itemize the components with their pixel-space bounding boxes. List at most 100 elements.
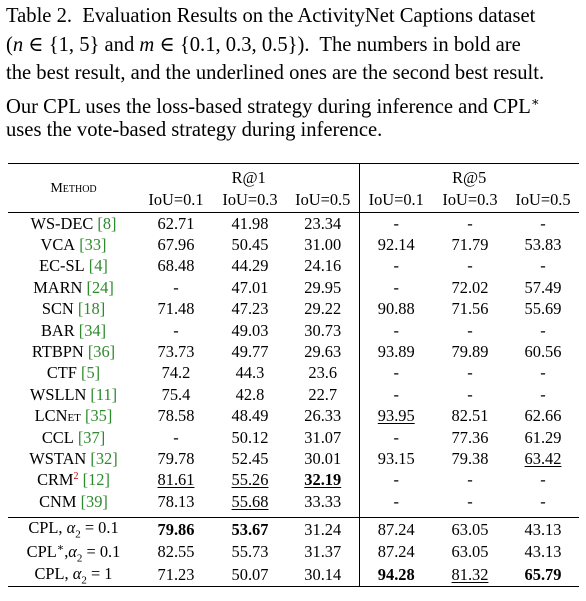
- value-cell: 29.63: [287, 341, 359, 362]
- value-text: 30.73: [304, 320, 342, 340]
- citation-link[interactable]: [39]: [80, 491, 108, 511]
- value-text: 93.95: [377, 406, 415, 426]
- value-cell: 49.77: [213, 341, 287, 362]
- value-text: 31.00: [304, 235, 342, 255]
- value-cell: 87.24: [358, 517, 433, 541]
- value-text: -: [540, 384, 546, 404]
- value-text: 50.12: [231, 427, 269, 447]
- value-cell: 82.55: [139, 541, 213, 564]
- table-row: VCA [33] 67.96 50.45 31.00 92.14 71.79 53.83: [8, 234, 579, 256]
- value-cell: -: [433, 470, 507, 491]
- value-cell: 49.03: [213, 320, 287, 341]
- group-header-r1: R@1: [139, 163, 359, 188]
- value-cell: 87.24: [358, 540, 433, 565]
- citation-link[interactable]: [35]: [85, 406, 113, 426]
- value-text: 49.77: [231, 342, 269, 362]
- citation-link[interactable]: [8]: [97, 213, 117, 233]
- caption-line-1: Table 2. Evaluation Results on the Activ…: [6, 5, 536, 27]
- value-cell: 55.69: [507, 299, 579, 320]
- value-text: 31.37: [304, 542, 342, 562]
- our-method-label: CPL, α2 = 0.1: [28, 518, 119, 541]
- value-cell: 90.88: [358, 298, 433, 320]
- method-name: RTBPN: [31, 342, 84, 362]
- value-text: -: [393, 470, 399, 490]
- value-text: -: [393, 491, 399, 511]
- value-text: 24.16: [304, 256, 342, 276]
- value-text: 93.15: [377, 448, 415, 468]
- method-name: EC-SL: [39, 256, 85, 276]
- value-cell: 71.56: [433, 299, 507, 320]
- value-cell: -: [507, 212, 579, 235]
- value-text: 32.19: [304, 470, 342, 490]
- value-cell: 31.37: [287, 541, 359, 564]
- value-cell: 47.01: [213, 277, 287, 298]
- value-cell: 81.61: [139, 470, 213, 491]
- caption-line-3: the best result, and the underlined ones…: [6, 62, 545, 85]
- table-row: CRM2 [12] 81.61 55.26 32.19 - - -: [8, 469, 579, 492]
- value-text: 43.13: [524, 519, 562, 539]
- table-row: WSTAN [32] 79.78 52.45 30.01 93.15 79.38 63.42: [8, 448, 579, 470]
- value-cell: -: [139, 427, 213, 448]
- method-name-cell: BAR [34]: [8, 320, 139, 341]
- value-cell: 65.79: [507, 564, 579, 588]
- method-name: MARN: [33, 277, 83, 297]
- value-text: 61.29: [524, 427, 562, 447]
- value-cell: 68.48: [139, 256, 213, 277]
- table-row: BAR [34] - 49.03 30.73 - - -: [8, 319, 579, 342]
- value-text: 77.36: [451, 427, 489, 447]
- value-cell: 53.67: [213, 517, 287, 541]
- value-text: -: [467, 470, 473, 490]
- value-text: -: [467, 256, 473, 276]
- value-text: 55.69: [524, 299, 562, 319]
- value-cell: 50.12: [213, 427, 287, 448]
- our-method-label: CPL∗,α2 = 0.1: [26, 541, 121, 565]
- value-text: 78.58: [157, 406, 195, 426]
- value-cell: 79.86: [139, 517, 213, 541]
- citation-link[interactable]: [12]: [82, 470, 110, 490]
- citation-link[interactable]: [34]: [78, 320, 107, 340]
- table-row-ours: CPL, α2 = 0.1 79.86 53.67 31.24 87.24 63.05 43…: [8, 517, 579, 541]
- value-cell: 57.49: [507, 277, 579, 298]
- value-cell: 79.38: [433, 448, 507, 469]
- value-cell: 31.07: [287, 427, 359, 448]
- value-text: 53.83: [524, 235, 562, 255]
- value-cell: 43.13: [507, 541, 579, 564]
- value-text: -: [393, 320, 399, 340]
- method-name: LCNet: [34, 406, 81, 426]
- value-cell: -: [358, 212, 433, 235]
- value-text: -: [467, 213, 473, 233]
- citation-link[interactable]: [33]: [79, 235, 107, 255]
- value-text: -: [540, 363, 546, 383]
- citation-link[interactable]: [4]: [88, 256, 108, 276]
- method-superscript: 2: [73, 471, 79, 483]
- value-cell: 44.29: [213, 256, 287, 277]
- citation-link[interactable]: [24]: [86, 277, 114, 297]
- value-text: 44.3: [235, 363, 265, 383]
- citation-link[interactable]: [11]: [90, 384, 118, 404]
- value-cell: 24.16: [287, 256, 359, 277]
- value-cell: 74.2: [139, 363, 213, 384]
- subheader-r1-iou01: IoU=0.1: [148, 190, 204, 209]
- method-name-cell: CPL∗,α2 = 0.1: [8, 541, 139, 564]
- citation-link[interactable]: [36]: [87, 342, 116, 362]
- table-row: RTBPN [36] 73.73 49.77 29.63 93.89 79.89 60.56: [8, 341, 579, 363]
- value-text: -: [467, 320, 473, 340]
- value-text: 31.07: [304, 427, 342, 447]
- value-text: 65.79: [524, 565, 562, 585]
- value-cell: 60.56: [507, 341, 579, 362]
- method-header: Method: [8, 163, 139, 213]
- value-text: 81.61: [157, 470, 195, 490]
- value-text: 33.33: [304, 491, 342, 511]
- value-text: -: [393, 213, 399, 233]
- method-name-cell: LCNet [35]: [8, 406, 139, 427]
- citation-link[interactable]: [5]: [81, 363, 101, 383]
- citation-link[interactable]: [32]: [90, 448, 118, 468]
- method-name: CCL: [41, 427, 74, 447]
- method-name: CTF: [46, 363, 77, 383]
- value-text: 71.48: [157, 299, 195, 319]
- value-cell: -: [358, 319, 433, 342]
- citation-link[interactable]: [37]: [77, 427, 106, 447]
- citation-link[interactable]: [18]: [77, 299, 106, 319]
- value-text: 53.67: [231, 519, 269, 539]
- value-text: -: [467, 384, 473, 404]
